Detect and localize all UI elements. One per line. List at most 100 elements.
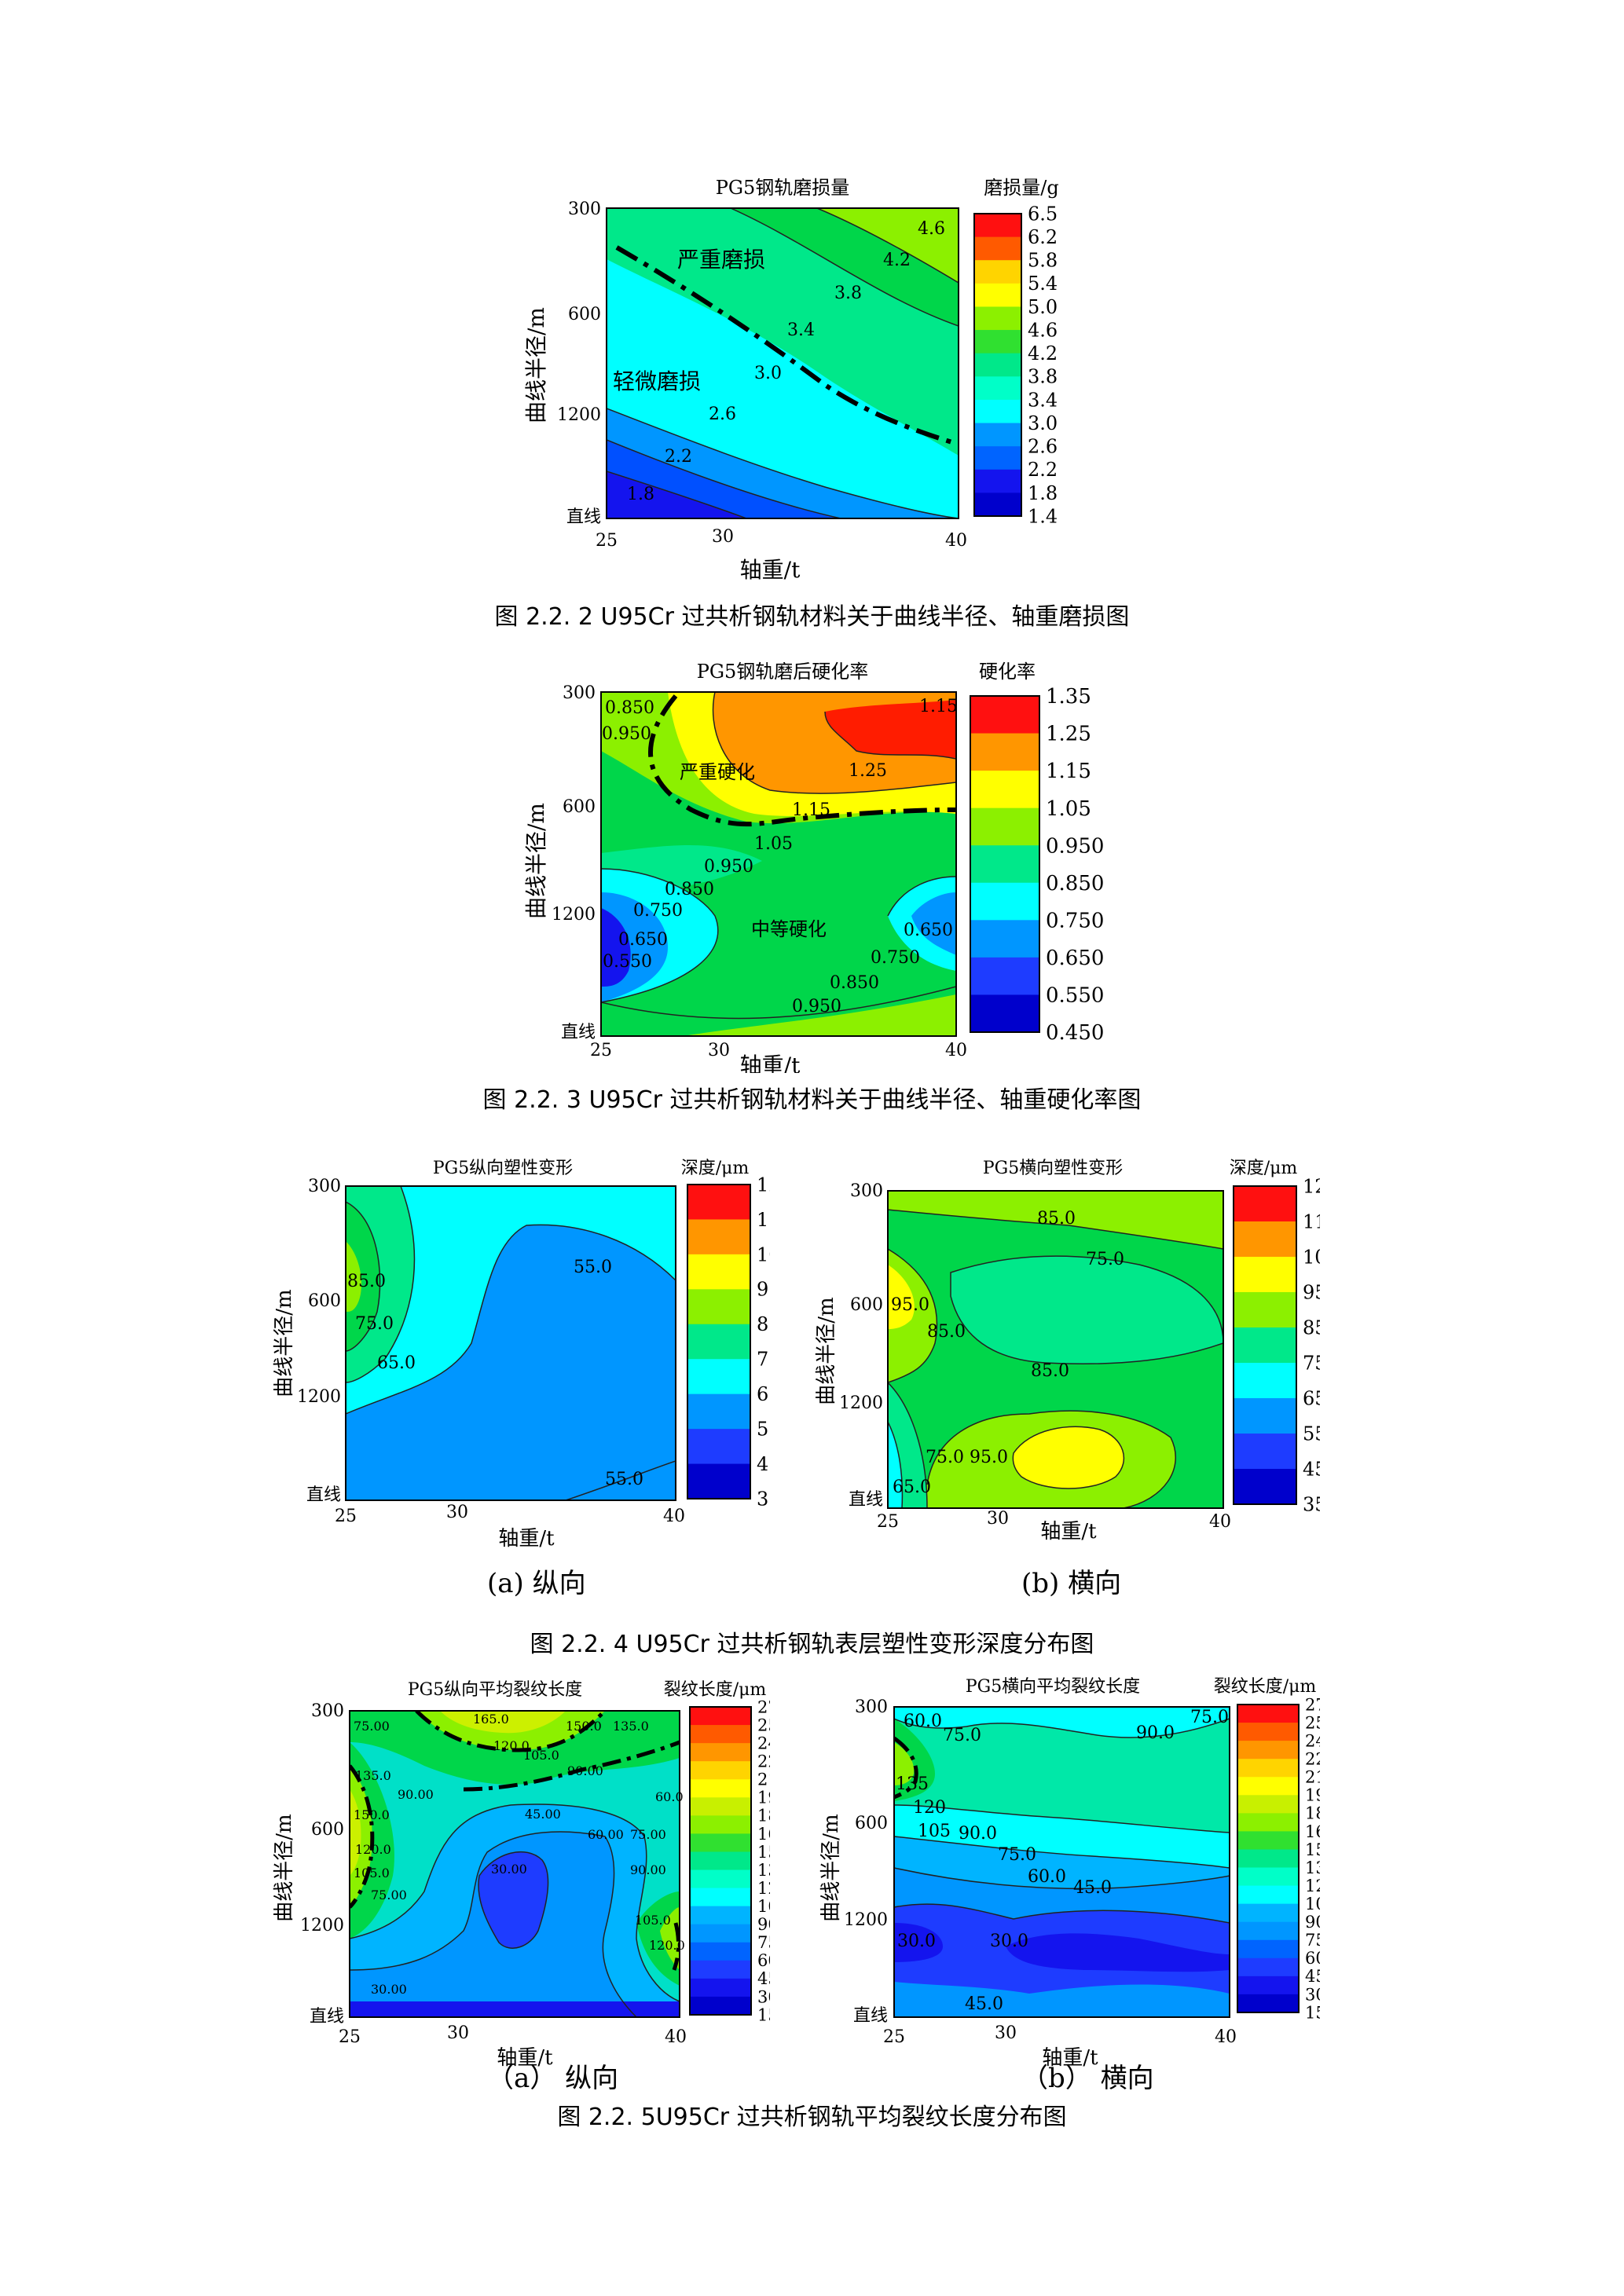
colorbar-swatch — [974, 493, 1021, 517]
contour-label: 85.0 — [1037, 1209, 1076, 1229]
region-annotation: 严重磨损 — [677, 247, 765, 273]
colorbar-tick: 105.0 — [757, 1897, 770, 1916]
colorbar-swatch — [690, 1797, 751, 1816]
colorbar-swatch — [687, 1289, 750, 1325]
colorbar-tick: 1.05 — [1046, 797, 1091, 821]
colorbar-title: 深度/μm — [681, 1159, 750, 1178]
colorbar-tick: 180 — [1305, 1804, 1320, 1823]
colorbar-swatch — [690, 1743, 751, 1762]
colorbar-tick: 210 — [1305, 1768, 1320, 1787]
colorbar-frame — [970, 695, 1040, 1033]
contour-label: 135.0 — [355, 1768, 391, 1783]
x-tick: 30 — [995, 2023, 1017, 2043]
y-axis-label: 曲线半径/m — [273, 1289, 296, 1397]
x-tick: 40 — [665, 2027, 687, 2047]
colorbar-tick: 180.0 — [757, 1807, 770, 1825]
contour-label: 90.00 — [567, 1763, 603, 1778]
colorbar-tick: 165.0 — [757, 1825, 770, 1844]
colorbar-tick: 35.0 — [1303, 1493, 1320, 1515]
colorbar-swatch — [687, 1463, 750, 1500]
colorbar-tick: 115 — [1303, 1210, 1320, 1232]
y-axis-label: 曲线半径/m — [523, 803, 549, 919]
region-annotation: 轻微磨损 — [613, 368, 701, 394]
colorbar-swatch — [1234, 1363, 1296, 1399]
colorbar-swatch — [690, 1725, 751, 1744]
colorbar-tick: 3.0 — [1028, 412, 1058, 434]
colorbar-tick: 90.00 — [757, 1915, 770, 1934]
figure-caption: 图 2.2. 5U95Cr 过共析钢轨平均裂纹长度分布图 — [557, 2104, 1067, 2131]
colorbar-title: 裂纹长度/μm — [664, 1680, 767, 1700]
contour-label: 85.0 — [927, 1322, 966, 1342]
colorbar-swatch — [1237, 1867, 1299, 1887]
colorbar-tick: 4.6 — [1028, 319, 1058, 341]
y-tick: 600 — [568, 305, 601, 324]
colorbar-swatch — [1234, 1434, 1296, 1470]
colorbar-tick: 1.25 — [1046, 723, 1091, 746]
x-tick: 40 — [945, 531, 967, 551]
x-axis-label: 轴重/t — [1042, 2046, 1098, 2070]
colorbar-swatch — [1237, 1957, 1299, 1977]
contour-label: 0.950 — [704, 857, 753, 877]
colorbar-tick: 75.0 — [1303, 1352, 1320, 1374]
chart-title: PG5钢轨磨损量 — [716, 177, 850, 199]
colorbar-tick: 45.00 — [757, 1969, 770, 1988]
colorbar-tick: 0.550 — [1046, 984, 1104, 1008]
y-tick: 直线 — [853, 2006, 888, 2026]
contour-label: 105 — [918, 1822, 951, 1841]
contour-label: 75.00 — [354, 1719, 390, 1734]
x-tick: 40 — [663, 1507, 685, 1526]
colorbar-tick: 0.950 — [1046, 834, 1104, 858]
y-tick: 600 — [311, 1820, 344, 1840]
colorbar-tick: 6.5 — [1028, 203, 1058, 225]
x-axis-label: 轴重/t — [498, 1527, 555, 1547]
contour-label: 45.00 — [525, 1807, 561, 1822]
colorbar-tick: 1.15 — [1046, 760, 1091, 783]
y-tick: 300 — [308, 1177, 341, 1196]
colorbar-tick: 225.0 — [757, 1752, 770, 1771]
colorbar-tick: 45.0 — [1305, 1967, 1320, 1986]
colorbar-tick: 270 — [1305, 1695, 1320, 1714]
colorbar-swatch — [690, 1779, 751, 1798]
contour-label: 150.0 — [354, 1807, 390, 1822]
colorbar-tick: 1.8 — [1028, 482, 1058, 504]
chart-wear: PG5钢轨磨损量 4.6 4.2 3.8 3.4 3.0 2.6 2.2 1.8… — [523, 177, 1059, 583]
region-annotation: 中等硬化 — [751, 918, 827, 940]
colorbar-swatch — [974, 446, 1021, 471]
contour-label: 2.6 — [709, 405, 736, 424]
x-tick: 25 — [339, 2027, 361, 2047]
colorbar-tick: 120 — [757, 1174, 770, 1196]
colorbar-swatch — [1234, 1221, 1296, 1258]
chart-plastic-transverse: PG5横向塑性变形 85.0 75.0 95.0 85.0 85.0 75.0 … — [815, 1159, 1320, 1543]
colorbar: 6.56.25.85.45.04.64.23.83.43.02.62.21.81… — [973, 203, 1058, 527]
contour-label: 0.850 — [605, 698, 654, 718]
contour-label: 95.0 — [970, 1448, 1008, 1467]
colorbar-frame — [689, 1706, 752, 2016]
chart-title: PG5横向塑性变形 — [983, 1159, 1123, 1178]
contour-label: 0.950 — [792, 997, 841, 1016]
contour-label: 85.0 — [1031, 1361, 1069, 1381]
colorbar-swatch — [1237, 1939, 1299, 1959]
colorbar-tick: 120 — [1303, 1175, 1320, 1197]
colorbar-tick: 0.750 — [1046, 909, 1104, 932]
y-tick: 600 — [563, 797, 596, 817]
subcaption: (b) 横向 — [1021, 1568, 1122, 1599]
colorbar-tick: 210.0 — [757, 1771, 770, 1789]
x-tick: 40 — [1209, 1512, 1231, 1532]
y-axis-label: 曲线半径/m — [815, 1297, 838, 1404]
chart-plastic-longitudinal: PG5纵向塑性变形 85.0 75.0 65.0 55.0 55.0 300 6… — [273, 1159, 770, 1547]
x-tick: 30 — [708, 1041, 730, 1060]
colorbar-tick: 75.0 — [1305, 1931, 1320, 1950]
x-tick: 40 — [1215, 2027, 1237, 2047]
colorbar-tick: 225 — [1305, 1750, 1320, 1769]
colorbar-frame — [1237, 1704, 1300, 2013]
subcaption: （b） 横向 — [1021, 2063, 1154, 2094]
contour-label: 30.0 — [990, 1932, 1028, 1951]
colorbar: 1.35 1.25 1.15 1.05 0.950 0.850 0.750 0.650 0.55… — [970, 685, 1104, 1045]
contour-label: 60.00 — [588, 1827, 624, 1842]
colorbar-tick: 195.0 — [757, 1789, 770, 1807]
colorbar-swatch — [687, 1393, 750, 1430]
contour-label: 1.25 — [849, 761, 887, 781]
contour-label: 0.650 — [904, 921, 953, 940]
colorbar: 270.0255.0240.0225.0210.0195.0180.0165.0… — [689, 1697, 770, 2024]
colorbar-swatch — [690, 1996, 751, 2016]
